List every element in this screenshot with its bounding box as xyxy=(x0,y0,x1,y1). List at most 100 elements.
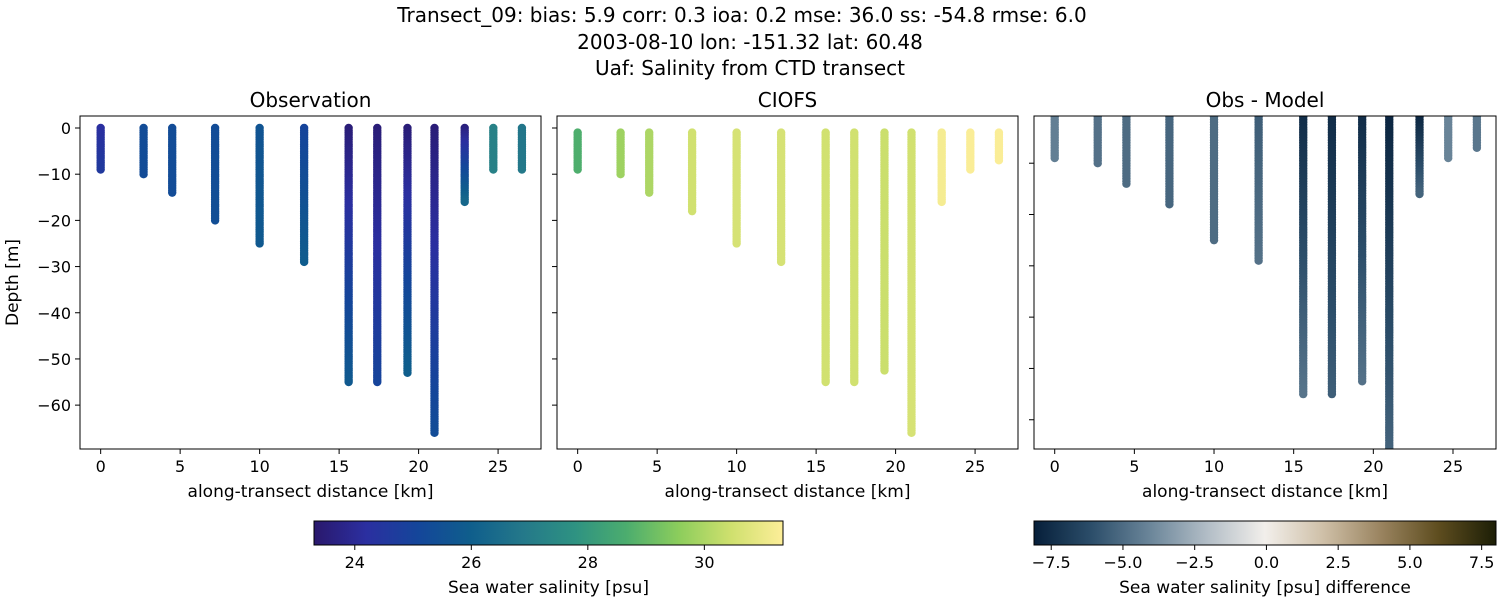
x-tick-label: 5 xyxy=(1129,457,1139,476)
panel-1: Observation 0 5 10 15 20 25 along-transect dist… xyxy=(3,88,542,502)
data-point xyxy=(776,257,786,267)
data-point xyxy=(1472,143,1482,153)
data-point xyxy=(1209,235,1219,245)
profile-22.9 xyxy=(937,128,946,207)
data-point xyxy=(1357,377,1367,386)
data-point xyxy=(344,377,353,387)
data-point xyxy=(573,165,582,174)
x-tick-label: 10 xyxy=(249,457,269,476)
profile-15.6 xyxy=(1299,116,1308,399)
x-tick-label: 15 xyxy=(329,457,349,476)
title-line-3: Uaf: Salinity from CTD transect xyxy=(595,56,905,80)
colorbar-tick-label: 7.5 xyxy=(1469,553,1494,572)
data-point xyxy=(299,257,309,267)
data-point xyxy=(139,169,148,179)
colorbar-label: Sea water salinity [psu] difference xyxy=(1119,578,1411,598)
x-tick-label: 5 xyxy=(175,457,185,476)
profile-24.7 xyxy=(966,128,975,174)
title-line-1: Transect_09: bias: 5.9 corr: 0.3 ioa: 0.… xyxy=(396,3,1086,27)
x-tick-label: 20 xyxy=(1363,457,1383,476)
profile-19.3 xyxy=(1357,116,1367,386)
data-point xyxy=(403,368,412,377)
x-tick-label: 15 xyxy=(806,457,826,476)
profile-24.7 xyxy=(1444,116,1453,163)
profile-17.4 xyxy=(1327,116,1337,399)
data-point xyxy=(850,377,859,387)
profile-26.5 xyxy=(517,123,527,174)
profile-4.5 xyxy=(1122,116,1131,188)
colorbar-tick-label: 5.0 xyxy=(1397,553,1422,572)
data-point xyxy=(430,428,439,438)
panel-2: CIOFS 0 5 10 15 20 25 along-transect distance [… xyxy=(552,88,1019,502)
profile-15.6 xyxy=(344,123,353,387)
profile-2.7 xyxy=(1093,116,1102,168)
panel-title: Observation xyxy=(250,88,372,112)
x-axis-label: along-transect distance [km] xyxy=(665,482,911,502)
y-tick-label: −10 xyxy=(37,165,71,184)
y-tick-label: −30 xyxy=(37,258,71,277)
colorbar-tick-label: 30 xyxy=(694,553,714,572)
data-point xyxy=(687,206,697,216)
profile-0 xyxy=(1050,116,1059,163)
data-point xyxy=(96,165,105,174)
colorbar-tick-label: 24 xyxy=(345,553,365,572)
title-line-2: 2003-08-10 lon: -151.32 lat: 60.48 xyxy=(577,30,923,54)
profile-7.2 xyxy=(1165,116,1174,209)
data-point xyxy=(821,377,830,387)
data-point xyxy=(732,239,741,248)
colorbar-2: −7.5 −5.0 −2.5 0.0 2.5 5.0 7.5 Sea water salini… xyxy=(1032,520,1497,598)
y-tick-label: −20 xyxy=(37,211,71,230)
data-point xyxy=(994,156,1004,165)
profile-0 xyxy=(96,123,105,174)
data-point xyxy=(1254,256,1263,265)
profile-24.7 xyxy=(489,123,498,174)
axes-frame xyxy=(1033,115,1497,450)
data-point xyxy=(1122,179,1131,188)
data-point xyxy=(460,197,469,207)
profile-10 xyxy=(1209,116,1219,245)
colorbar-tick-label: 26 xyxy=(461,553,481,572)
data-point xyxy=(1444,153,1453,163)
y-tick-label: 0 xyxy=(61,119,71,138)
x-tick-label: 20 xyxy=(885,457,905,476)
profile-19.3 xyxy=(403,123,412,377)
x-axis-label: along-transect distance [km] xyxy=(188,482,434,502)
colorbar-tick-label: −2.5 xyxy=(1175,553,1214,572)
x-tick-label: 20 xyxy=(408,457,428,476)
x-tick-label: 10 xyxy=(726,457,746,476)
data-point xyxy=(255,239,264,248)
x-tick-label: 10 xyxy=(1204,457,1224,476)
x-tick-label: 0 xyxy=(96,457,106,476)
profile-21 xyxy=(1385,116,1394,449)
colorbar-tick-label: −5.0 xyxy=(1104,553,1143,572)
panel-3: Obs - Model 0 5 10 15 20 25 along-transect dist… xyxy=(1029,88,1497,502)
y-tick-label: −60 xyxy=(37,396,71,415)
profile-17.4 xyxy=(850,128,859,387)
profile-0 xyxy=(573,128,582,174)
profile-17.4 xyxy=(373,123,382,387)
axes-frame xyxy=(79,115,542,450)
y-axis-label: Depth [m] xyxy=(3,239,23,326)
profiles xyxy=(573,128,1004,438)
data-point xyxy=(489,165,498,174)
profiles xyxy=(96,123,527,438)
data-point xyxy=(373,377,382,387)
data-point xyxy=(1385,446,1394,449)
data-point xyxy=(1050,153,1059,163)
data-point xyxy=(645,188,654,197)
profile-21 xyxy=(430,123,439,438)
data-point xyxy=(1415,189,1424,199)
profile-10 xyxy=(255,123,264,248)
colorbar-1: 24 26 28 30 Sea water salinity [psu] xyxy=(313,520,784,598)
x-tick-label: 0 xyxy=(1050,457,1060,476)
profile-26.5 xyxy=(1472,116,1482,153)
colorbar-tick-label: 2.5 xyxy=(1325,553,1350,572)
data-point xyxy=(210,216,220,225)
panel-title: CIOFS xyxy=(758,88,817,112)
x-tick-label: 25 xyxy=(1443,457,1463,476)
x-tick-label: 25 xyxy=(488,457,508,476)
x-axis-label: along-transect distance [km] xyxy=(1142,482,1388,502)
profile-22.9 xyxy=(1415,116,1424,199)
profile-2.7 xyxy=(616,128,625,179)
